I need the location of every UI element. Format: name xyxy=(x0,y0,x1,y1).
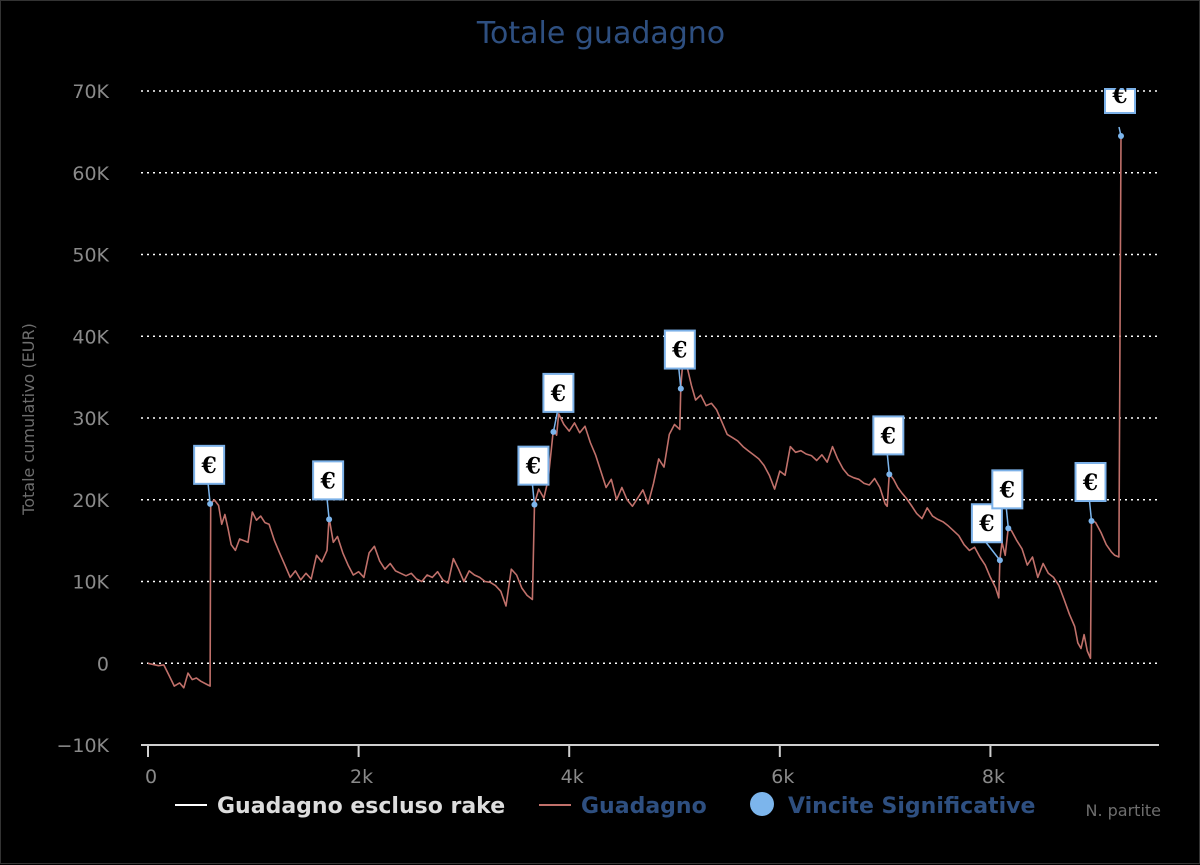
legend-item[interactable]: Guadagno xyxy=(539,794,707,819)
grid-layer xyxy=(141,90,1159,664)
legend-label: Guadagno escluso rake xyxy=(217,794,505,819)
flag-label: € xyxy=(525,454,541,480)
flag-stem xyxy=(326,499,330,520)
legend-label: Guadagno xyxy=(581,794,707,819)
legend-label: Vincite Significative xyxy=(788,794,1035,819)
flag-label: € xyxy=(1111,83,1127,109)
y-axis-title: Totale cumulativo (EUR) xyxy=(19,323,38,516)
flag-box xyxy=(1104,88,1136,114)
flag-label: € xyxy=(550,381,566,407)
flag-label: € xyxy=(999,477,1015,503)
vincita-flag[interactable]: € xyxy=(663,329,696,392)
series-line-guadagno xyxy=(147,135,1122,689)
vincita-point xyxy=(1088,518,1095,525)
legend-item[interactable]: Vincite Significative xyxy=(750,792,1035,819)
flag-stem xyxy=(552,411,559,433)
flag-box xyxy=(193,444,226,485)
y-tick-label: 50K xyxy=(72,245,109,267)
flag-label: € xyxy=(1082,470,1098,496)
flag-stem xyxy=(886,454,891,475)
vincita-point xyxy=(207,500,214,507)
series-layer xyxy=(147,135,1122,689)
x-tick-label: 8k xyxy=(982,766,1005,788)
axis-layer: −10K 0 10K 20K 30K 40K 50K 60K 70K 0 2k 4k 6k 8k xyxy=(56,81,1159,788)
flag-stem xyxy=(1005,508,1010,529)
flag-box xyxy=(542,372,575,413)
vincita-point xyxy=(996,557,1003,564)
y-tick-label: −10K xyxy=(56,735,109,757)
flag-stem xyxy=(985,541,1001,561)
legend-item[interactable]: Guadagno escluso rake xyxy=(175,794,505,819)
x-tick-label: 6k xyxy=(771,766,794,788)
chart-title: Totale guadagno xyxy=(476,16,725,51)
legend: Guadagno escluso rake Guadagno Vincite Sig… xyxy=(175,792,1035,819)
vincita-flag[interactable]: € xyxy=(542,372,575,435)
flag-box xyxy=(991,469,1024,510)
flag-box xyxy=(970,503,1003,544)
x-tick-label: 0 xyxy=(145,766,157,788)
flag-label: € xyxy=(200,453,216,479)
y-tick-label: 20K xyxy=(72,490,109,512)
x-tick-label: 2k xyxy=(350,766,373,788)
vincita-flag[interactable]: € xyxy=(1074,462,1107,525)
flag-stem xyxy=(678,368,682,389)
flag-box xyxy=(663,329,696,370)
vincita-flag[interactable]: € xyxy=(517,445,550,508)
vincita-flag[interactable]: € xyxy=(312,460,345,523)
y-tick-label: 0 xyxy=(97,653,109,675)
y-tick-label: 40K xyxy=(72,326,109,348)
flag-label: € xyxy=(671,338,687,364)
y-tick-label: 70K xyxy=(72,81,109,103)
x-tick-label: 4k xyxy=(561,766,584,788)
flag-label: € xyxy=(880,423,896,449)
flag-box xyxy=(1074,462,1107,503)
y-tick-label: 60K xyxy=(72,163,109,185)
y-tick-label: 30K xyxy=(72,408,109,430)
vincita-point xyxy=(531,501,538,508)
vincita-point xyxy=(1005,525,1012,532)
flag-stem xyxy=(207,483,211,504)
vincita-point xyxy=(326,516,333,523)
flag-stem xyxy=(531,484,536,505)
vincita-point xyxy=(677,385,684,392)
y-tick-label: 10K xyxy=(72,572,109,594)
vincita-flag[interactable]: € xyxy=(872,415,905,478)
flag-box xyxy=(517,445,550,486)
flag-stem xyxy=(1088,500,1093,522)
vincita-flag[interactable]: € xyxy=(970,503,1003,564)
flag-label: € xyxy=(978,511,994,537)
flag-label: € xyxy=(319,468,335,494)
flag-box xyxy=(312,460,345,501)
vincita-flag[interactable]: € xyxy=(193,444,226,507)
legend-dot-symbol xyxy=(750,792,774,816)
vincita-point xyxy=(1118,132,1124,139)
x-axis-title: N. partite xyxy=(1085,801,1161,820)
flag-layer: €€€€€€€€ €€ xyxy=(193,83,1136,564)
vincita-flag[interactable]: € xyxy=(1104,83,1136,139)
flag-box xyxy=(872,415,905,456)
vincita-point xyxy=(550,428,557,435)
vincita-point xyxy=(886,471,893,478)
vincita-flag[interactable]: € xyxy=(991,469,1024,532)
